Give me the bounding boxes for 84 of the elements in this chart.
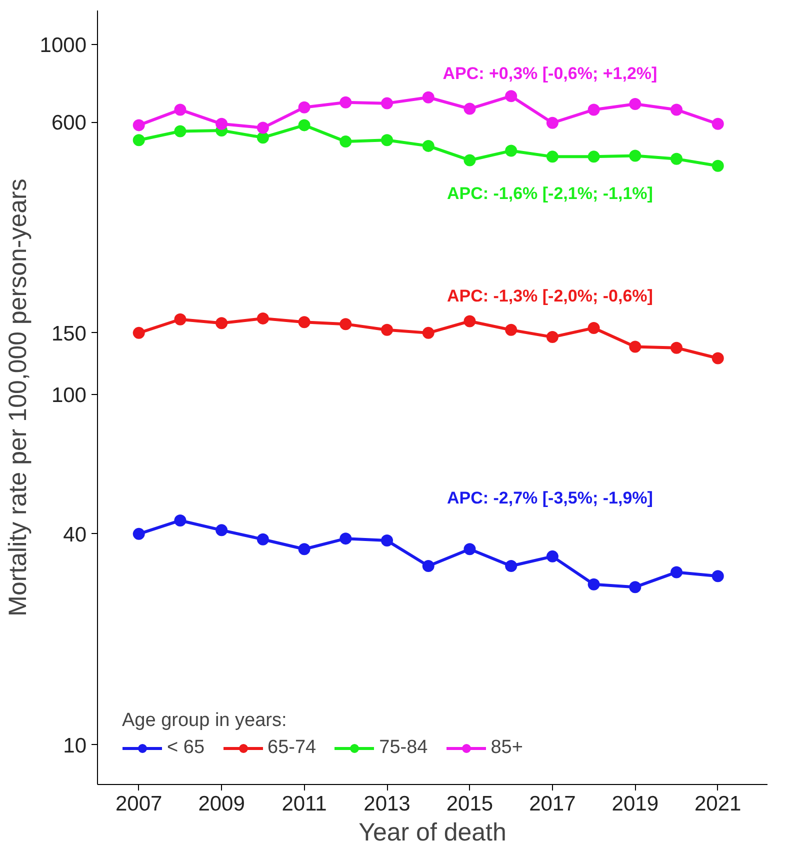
annotation: APC: -1,6% [-2,1%; -1,1%] xyxy=(446,184,653,204)
x-tick-label: 2019 xyxy=(612,792,659,816)
y-tick-label: 600 xyxy=(51,112,87,135)
point xyxy=(174,514,186,526)
x-tick-label: 2013 xyxy=(364,792,410,816)
point xyxy=(256,132,269,144)
x-tick-label: 2021 xyxy=(694,792,742,816)
point xyxy=(256,533,269,546)
point xyxy=(298,119,310,132)
point xyxy=(381,97,394,110)
y-tick-label: 10 xyxy=(63,734,86,758)
point xyxy=(422,326,434,339)
point xyxy=(381,324,394,336)
point xyxy=(546,150,558,163)
point xyxy=(174,104,186,116)
point xyxy=(298,316,310,328)
annotation: APC: +0,3% [-0,6%; +1,2%] xyxy=(442,64,658,84)
point xyxy=(340,96,352,108)
point xyxy=(340,136,352,148)
point xyxy=(174,125,186,138)
point xyxy=(629,98,642,110)
point xyxy=(422,140,434,152)
point xyxy=(464,315,476,328)
x-axis-title: Year of death xyxy=(358,818,506,846)
point xyxy=(670,104,683,116)
x-tick-label: 2015 xyxy=(446,792,494,816)
point xyxy=(422,560,434,572)
point xyxy=(588,578,600,590)
y-axis-title: Mortality rate per 100,000 person-years xyxy=(4,178,32,616)
point xyxy=(132,119,145,132)
legend-label: < 65 xyxy=(167,737,205,759)
point xyxy=(132,326,145,339)
point xyxy=(256,122,269,134)
point xyxy=(340,532,352,545)
x-tick-label: 2009 xyxy=(198,792,245,816)
x-tick-label: 2017 xyxy=(529,792,576,816)
legend-label: 85+ xyxy=(490,737,523,759)
annotation: APC: -1,3% [-2,0%; -0,6%] xyxy=(446,286,653,306)
point xyxy=(712,352,724,364)
point xyxy=(505,90,518,102)
point xyxy=(712,160,724,172)
point xyxy=(174,313,186,326)
point xyxy=(340,318,352,330)
point xyxy=(629,340,642,353)
point xyxy=(216,118,228,130)
point xyxy=(670,152,683,165)
point xyxy=(256,312,269,324)
point xyxy=(422,91,434,104)
y-tick-label: 100 xyxy=(51,384,87,408)
y-tick-label: 1000 xyxy=(40,34,86,57)
point xyxy=(588,322,600,334)
point xyxy=(381,534,394,547)
point xyxy=(712,118,724,130)
point xyxy=(464,543,476,556)
point xyxy=(464,154,476,166)
point xyxy=(216,317,228,330)
legend-title: Age group in years: xyxy=(122,710,288,732)
point xyxy=(629,150,642,162)
point xyxy=(298,543,310,556)
point xyxy=(588,104,600,116)
point xyxy=(670,566,683,578)
point xyxy=(464,102,476,115)
point xyxy=(216,524,228,536)
point xyxy=(298,101,310,114)
point xyxy=(546,116,558,129)
legend-label: 65-74 xyxy=(268,737,316,759)
point xyxy=(670,342,683,354)
y-tick-label: 40 xyxy=(63,523,86,546)
point xyxy=(132,134,145,146)
point xyxy=(546,550,558,562)
point xyxy=(505,324,518,336)
point xyxy=(505,560,518,572)
x-tick-label: 2011 xyxy=(282,792,327,816)
x-tick-label: 2007 xyxy=(116,792,162,816)
annotation: APC: -2,7% [-3,5%; -1,9%] xyxy=(446,488,653,508)
point xyxy=(132,528,145,540)
point xyxy=(588,150,600,163)
point xyxy=(381,134,394,146)
point xyxy=(505,144,518,157)
legend-label: 75-84 xyxy=(379,737,428,759)
point xyxy=(629,581,642,594)
point xyxy=(546,331,558,344)
y-tick-label: 150 xyxy=(51,322,87,346)
point xyxy=(712,570,724,582)
